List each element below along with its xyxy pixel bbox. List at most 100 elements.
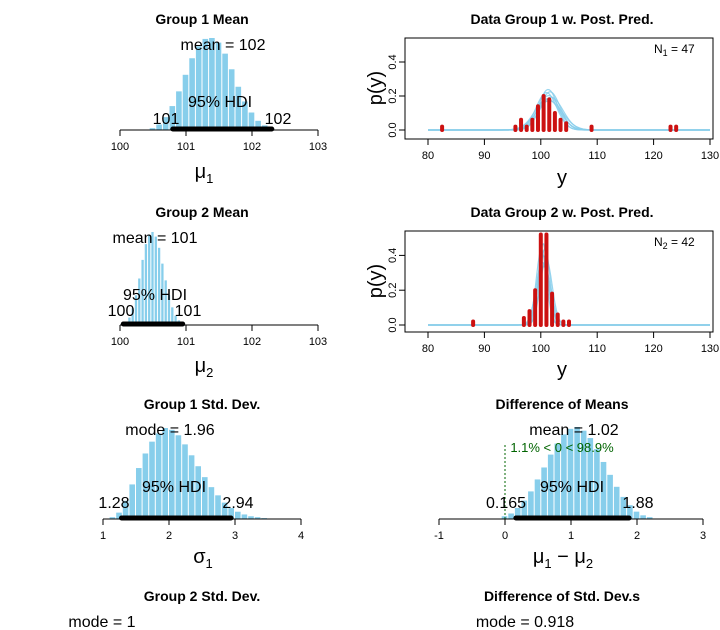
histogram-bar xyxy=(222,53,228,130)
mean-label: mean = 101 xyxy=(113,230,198,247)
chart-title: Group 2 Mean xyxy=(155,204,248,220)
mode-label: mode = 1 xyxy=(68,614,135,630)
histogram-bar xyxy=(162,117,169,130)
x-ticks: 100 101 102 103 xyxy=(111,325,327,348)
panel-group2-mean: Group 2 Mean 100 101 102 103 mean = 101 95%… xyxy=(108,204,328,380)
histogram-bar xyxy=(116,512,122,519)
histogram-bar xyxy=(521,500,528,519)
histogram-bar xyxy=(202,477,208,519)
x-tick-label: 1 xyxy=(100,530,106,542)
post-pred-curve xyxy=(428,96,710,131)
x-tick-label: 2 xyxy=(166,530,172,542)
histogram-bar xyxy=(157,247,161,325)
histogram-bar xyxy=(171,307,174,325)
hdi-high-label: 2.94 xyxy=(222,495,253,512)
histogram xyxy=(109,428,267,519)
x-tick-label: 101 xyxy=(177,336,195,348)
histogram-bar xyxy=(148,234,151,325)
y-tick-label: 0.0 xyxy=(387,122,399,137)
post-pred-curve xyxy=(428,100,710,131)
histogram-bar xyxy=(167,295,171,325)
histogram-bar xyxy=(162,428,168,519)
x-tick-label: 110 xyxy=(588,343,606,355)
hdi-low-label: 101 xyxy=(153,111,180,128)
histogram-bar xyxy=(221,502,228,519)
histogram-bar xyxy=(242,101,248,130)
histogram-bar xyxy=(142,453,149,519)
mean-label: mean = 1.02 xyxy=(529,422,619,439)
histogram-bar xyxy=(508,513,514,519)
histogram-bar xyxy=(255,120,261,130)
y-ticks: 0.0 0.2 0.4 xyxy=(387,54,405,138)
y-tick-label: 0.4 xyxy=(387,248,399,263)
histogram-bar xyxy=(131,308,134,325)
y-tick-label: 0.2 xyxy=(387,283,399,298)
panel-difference-of-means: Difference of Means -1 0 1 2 3 mean = 1.02 1… xyxy=(434,396,706,571)
x-ticks: 1 2 3 4 xyxy=(100,519,304,542)
x-tick-label: 130 xyxy=(701,150,719,162)
hdi-high-label: 101 xyxy=(175,303,202,320)
panel-data-group2: Data Group 2 w. Post. Pred. 80 90 100 110 12… xyxy=(365,204,719,381)
histogram-bar xyxy=(248,112,255,130)
x-tick-label: 3 xyxy=(232,530,238,542)
post-pred-curve xyxy=(428,243,710,326)
histogram-bar xyxy=(514,507,521,519)
x-tick-label: 80 xyxy=(422,343,434,355)
hdi-label: 95% HDI xyxy=(188,94,252,111)
data-histogram xyxy=(440,94,679,132)
x-tick-label: 90 xyxy=(478,150,490,162)
histogram-bar xyxy=(156,124,162,130)
histogram-bar xyxy=(541,467,547,519)
histogram-bar xyxy=(228,508,234,519)
histogram-bar xyxy=(169,106,176,130)
y-axis-label: p(y) xyxy=(365,71,387,105)
histogram-bar xyxy=(128,317,131,325)
histogram-bar xyxy=(188,455,195,519)
post-pred-curve xyxy=(428,258,710,326)
post-pred-curve xyxy=(428,254,710,326)
histogram-bar xyxy=(164,280,167,325)
y-axis-label: p(y) xyxy=(365,264,387,298)
x-ticks: 80 90 100 110 120 130 xyxy=(422,139,719,162)
histogram-bar xyxy=(554,443,561,519)
n-label: N1 = 47 xyxy=(654,42,695,58)
histogram-bar xyxy=(151,232,154,325)
histogram-bar xyxy=(208,487,215,519)
x-tick-label: 80 xyxy=(422,150,434,162)
x-tick-label: 102 xyxy=(243,141,261,153)
x-tick-label: 103 xyxy=(309,141,327,153)
histogram-bar xyxy=(209,38,215,130)
hdi-label: 95% HDI xyxy=(540,479,604,496)
hdi-low-label: 1.28 xyxy=(98,495,129,512)
y-tick-label: 0.4 xyxy=(387,54,399,69)
x-tick-label: 100 xyxy=(532,150,550,162)
histogram-bar xyxy=(254,517,261,519)
x-axis-label: σ1 xyxy=(193,546,213,571)
histogram-bar xyxy=(182,444,188,519)
histogram-bar xyxy=(528,491,534,519)
x-tick-label: 2 xyxy=(634,530,640,542)
x-tick-label: 101 xyxy=(177,141,195,153)
histogram-bar xyxy=(594,449,600,519)
x-tick-label: 100 xyxy=(111,141,129,153)
chart-title: Group 1 Mean xyxy=(155,11,248,27)
hdi-high-label: 1.88 xyxy=(622,495,653,512)
x-axis-label: μ1 − μ2 xyxy=(533,546,593,571)
y-tick-label: 0.2 xyxy=(387,88,399,103)
hdi-low-label: 0.165 xyxy=(486,495,526,512)
histogram-bar xyxy=(547,454,554,519)
x-tick-label: 120 xyxy=(644,343,662,355)
histogram-bar xyxy=(122,500,129,519)
post-pred-curve xyxy=(428,265,710,326)
histogram-bar xyxy=(144,244,148,325)
histogram-bar xyxy=(534,479,541,519)
x-ticks: -1 0 1 2 3 xyxy=(434,519,706,542)
post-pred-curve xyxy=(428,94,710,131)
histogram-bar xyxy=(176,91,182,130)
x-axis-label: y xyxy=(557,167,567,189)
histogram-bar xyxy=(138,278,141,325)
posterior-predictive-curves xyxy=(428,88,710,131)
post-pred-curve xyxy=(428,260,710,326)
mode-label: mode = 0.918 xyxy=(476,614,574,630)
histogram-bar xyxy=(202,38,209,130)
